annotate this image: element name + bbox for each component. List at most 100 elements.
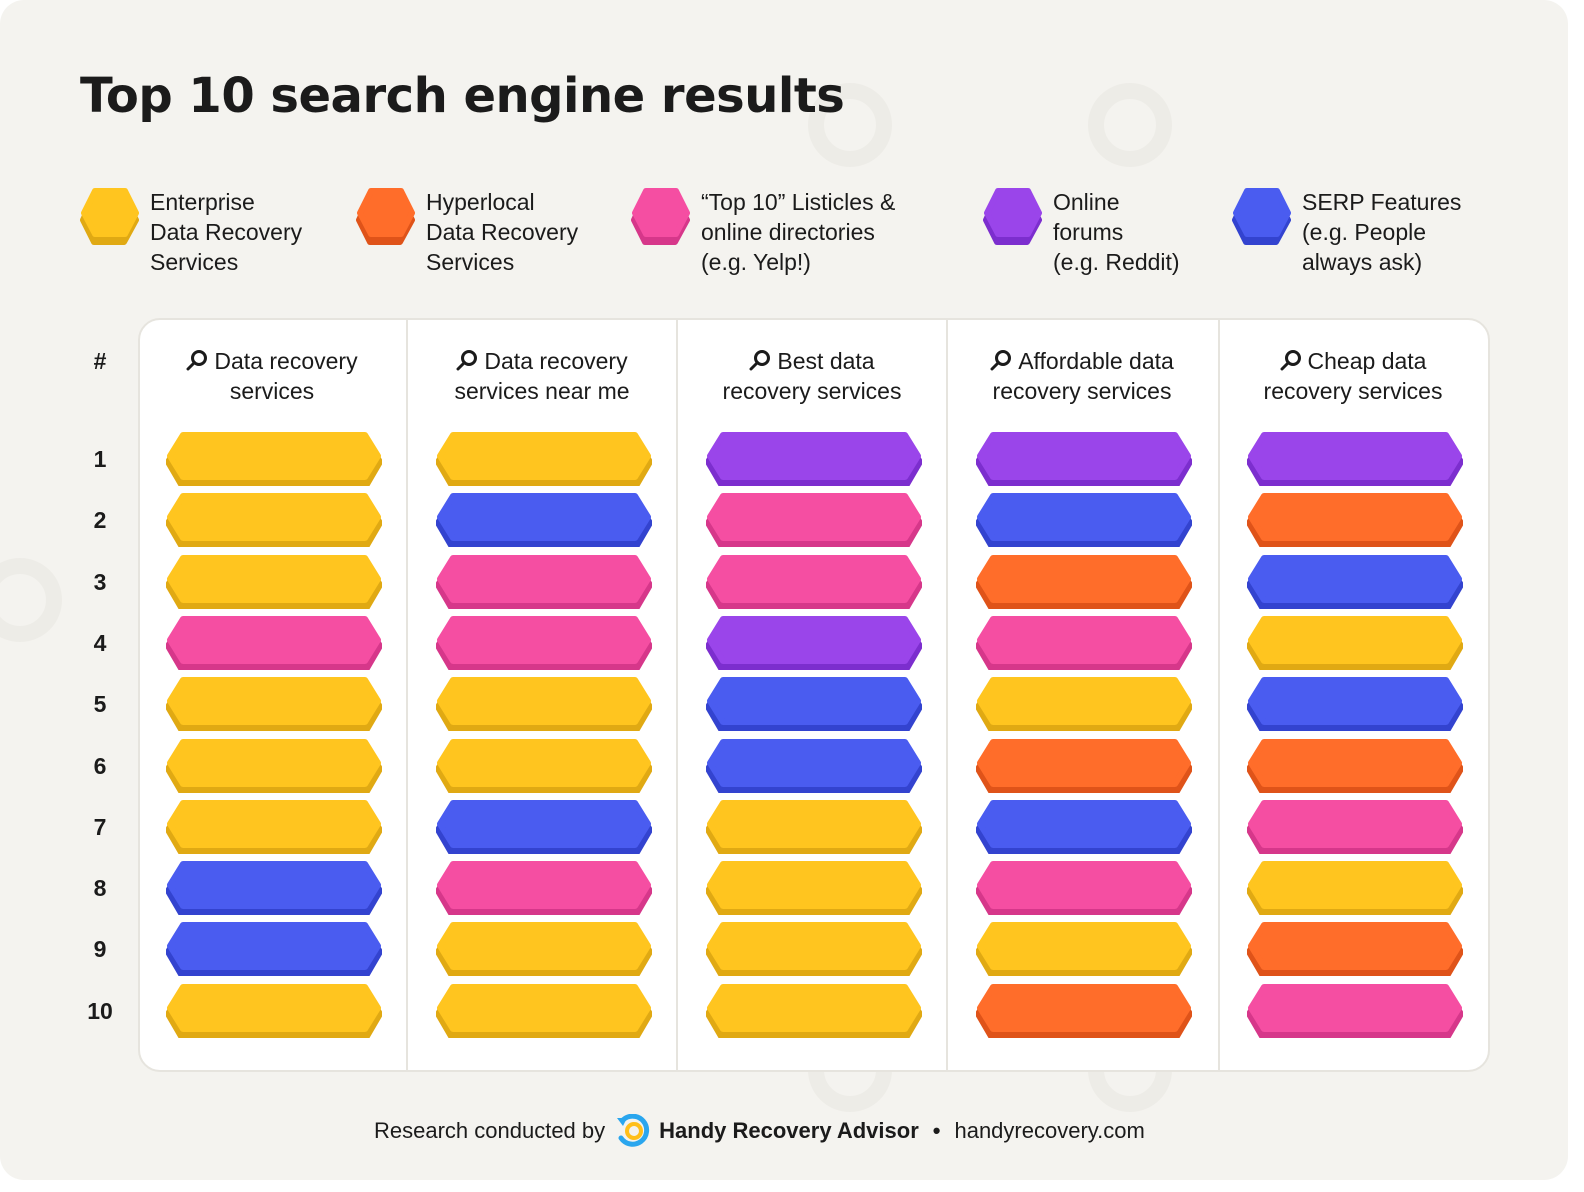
result-pill-shape [975, 861, 1193, 919]
result-pill-serp [1246, 677, 1464, 735]
result-pill-enterprise [165, 554, 383, 612]
result-pill-enterprise [975, 922, 1193, 980]
legend-swatch-hyperlocal [356, 188, 415, 245]
result-pill-enterprise [705, 922, 923, 980]
query-header: Data recovery services [141, 346, 403, 406]
query-header-line: services [141, 376, 403, 406]
rank-label: 7 [93, 813, 107, 840]
result-pill-enterprise [165, 432, 383, 489]
result-pill-shape [705, 493, 923, 551]
column-divider [676, 320, 678, 1070]
result-pill-shape [435, 983, 653, 1041]
rank-label: 10 [87, 997, 113, 1024]
handy-recovery-logo-icon [617, 1114, 650, 1147]
result-pill-listicles [435, 615, 653, 673]
legend-label-line: (e.g. People [1302, 219, 1427, 245]
rank-label: 4 [93, 629, 107, 656]
query-header: Best data recovery services [681, 346, 943, 406]
legend-label: Enterprise Data Recovery Services [150, 187, 340, 277]
result-pill-shape [165, 983, 383, 1041]
result-pill-serp [165, 922, 383, 980]
result-pill-shape [1246, 861, 1464, 919]
result-pill-serp [975, 493, 1193, 551]
result-pill-hyperlocal [1246, 493, 1464, 551]
legend-label-line: Services [426, 249, 515, 275]
legend-label-line: Data Recovery [150, 219, 303, 245]
legend-label-line: forums [1053, 219, 1124, 245]
query-header-text: recovery services [992, 378, 1172, 404]
footer-separator: • [932, 1118, 941, 1143]
result-pill-enterprise [975, 677, 1193, 735]
column-divider [406, 320, 408, 1070]
query-header-text: services near me [454, 378, 630, 404]
footer-url[interactable]: handyrecovery.com [954, 1118, 1145, 1143]
result-pill-shape [1246, 432, 1464, 489]
query-header-text: Cheap data [1307, 348, 1427, 374]
result-pill-shape [165, 922, 383, 980]
result-pill-shape [435, 432, 653, 489]
query-header-line: Data recovery [411, 346, 673, 376]
search-icon [990, 350, 1012, 371]
result-pill-shape [1246, 738, 1464, 796]
result-pill-shape [435, 677, 653, 735]
result-pill-shape [975, 493, 1193, 551]
footer-brand: Handy Recovery Advisor [659, 1118, 919, 1143]
legend-label-line: (e.g. Reddit) [1053, 249, 1180, 275]
result-pill-shape [165, 738, 383, 796]
query-header-text: Data recovery [484, 348, 628, 374]
result-pill-enterprise [435, 432, 653, 489]
result-pill-shape [435, 615, 653, 673]
result-pill-shape [975, 738, 1193, 796]
result-pill-shape [705, 983, 923, 1041]
result-pill-shape [165, 432, 383, 489]
query-header-text: recovery services [1263, 378, 1443, 404]
legend-item-forums: Online forums (e.g. Reddit) [983, 186, 1243, 277]
query-header-text: recovery services [722, 378, 902, 404]
infographic-card: Top 10 search engine results Enterprise D… [0, 0, 1568, 1180]
result-pill-shape [705, 554, 923, 612]
legend-item-hyperlocal: Hyperlocal Data Recovery Services [356, 186, 616, 277]
result-pill-serp [975, 799, 1193, 857]
result-pill-hyperlocal [975, 738, 1193, 796]
result-pill-shape [1246, 493, 1464, 551]
legend-label: “Top 10” Listicles & online directories (e… [701, 187, 896, 277]
query-header: Cheap data recovery services [1222, 346, 1484, 406]
result-pill-enterprise [435, 983, 653, 1041]
result-pill-shape [165, 554, 383, 612]
result-pill-serp [705, 677, 923, 735]
legend-label: Online forums (e.g. Reddit) [1053, 187, 1243, 277]
rank-label: 2 [93, 507, 107, 534]
result-pill-forums [975, 432, 1193, 489]
result-pill-shape [435, 799, 653, 857]
result-pill-enterprise [165, 493, 383, 551]
query-header-line: recovery services [1222, 376, 1484, 406]
result-pill-shape [705, 677, 923, 735]
search-icon [1280, 350, 1301, 371]
legend-label-line: “Top 10” Listicles & [701, 189, 896, 215]
legend-swatch-forums [983, 188, 1042, 245]
result-pill-hyperlocal [1246, 922, 1464, 980]
result-pill-enterprise [1246, 861, 1464, 919]
result-pill-shape [1246, 799, 1464, 857]
result-pill-shape [435, 493, 653, 551]
result-pill-shape [165, 615, 383, 673]
result-pill-shape [705, 738, 923, 796]
result-pill-enterprise [165, 677, 383, 735]
rank-header: # [93, 348, 107, 374]
result-pill-listicles [975, 615, 1193, 673]
result-pill-listicles [165, 615, 383, 673]
chart-title: Top 10 search engine results [80, 68, 845, 124]
rank-label: 1 [93, 446, 107, 472]
result-pill-listicles [1246, 983, 1464, 1041]
legend-label-line: Hyperlocal [426, 189, 535, 215]
footer-prefix: Research conducted by [374, 1118, 606, 1143]
result-pill-shape [435, 738, 653, 796]
result-pill-shape [975, 983, 1193, 1041]
result-pill-shape [975, 922, 1193, 980]
legend-item-enterprise: Enterprise Data Recovery Services [80, 186, 340, 277]
legend-swatch-listicles [631, 188, 690, 245]
result-pill-enterprise [435, 738, 653, 796]
legend-item-listicles: “Top 10” Listicles & online directories (e… [631, 186, 896, 277]
legend-label-line: Online [1053, 189, 1120, 215]
result-pill-hyperlocal [975, 983, 1193, 1041]
